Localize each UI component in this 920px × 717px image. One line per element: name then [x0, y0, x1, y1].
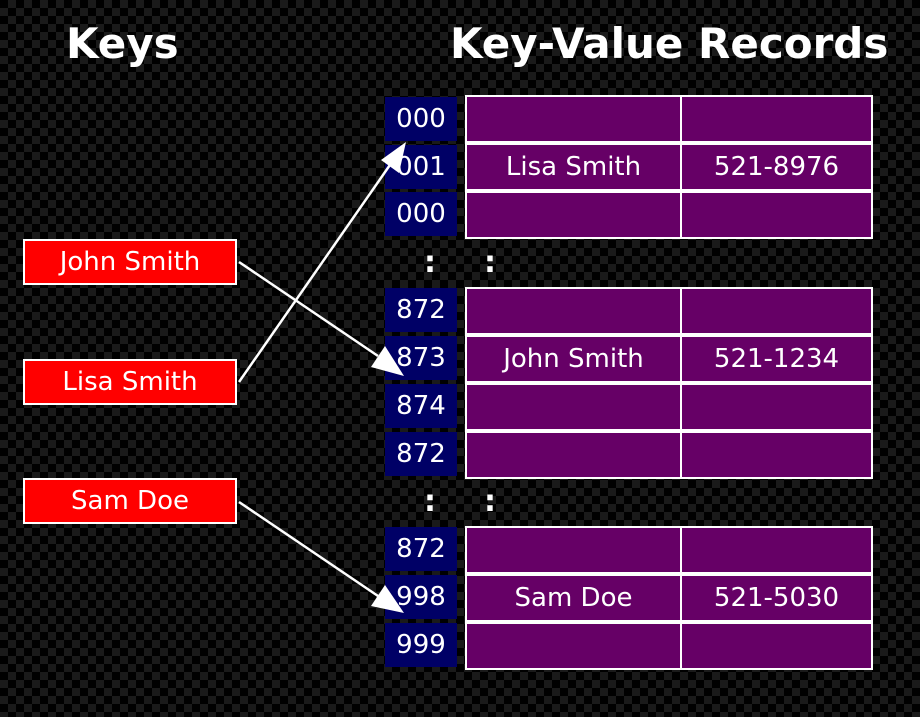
record-phone-cell: [680, 383, 873, 431]
records-heading: Key-Value Records: [450, 19, 889, 68]
record-name-cell: [465, 622, 682, 670]
bucket-index: 998: [385, 575, 457, 619]
record-ellipsis: :: [484, 245, 496, 280]
key-sam-doe: Sam Doe: [23, 478, 237, 524]
record-name-cell: [465, 431, 682, 479]
record-name-cell: [465, 526, 682, 574]
record-name-cell: John Smith: [465, 335, 682, 383]
record-phone-cell: [680, 95, 873, 143]
bucket-ellipsis: :: [424, 245, 436, 280]
record-ellipsis: :: [484, 484, 496, 519]
arrow-sam-doe: [238, 500, 379, 598]
bucket-index: 874: [385, 384, 457, 428]
arrow-john-smith: [238, 260, 379, 358]
bucket-index: 000: [385, 97, 457, 141]
record-name-cell: Sam Doe: [465, 574, 682, 622]
bucket-index: 872: [385, 527, 457, 571]
bucket-ellipsis: :: [424, 484, 436, 519]
record-phone-cell: [680, 287, 873, 335]
bucket-index: 872: [385, 432, 457, 476]
arrow-lisa-smith: [237, 161, 394, 383]
bucket-index: 872: [385, 288, 457, 332]
record-phone-cell: 521-8976: [680, 143, 873, 191]
bucket-index: 999: [385, 623, 457, 667]
record-name-cell: Lisa Smith: [465, 143, 682, 191]
record-phone-cell: [680, 191, 873, 239]
record-name-cell: [465, 95, 682, 143]
key-lisa-smith: Lisa Smith: [23, 359, 237, 405]
keys-heading: Keys: [66, 19, 179, 68]
record-name-cell: [465, 191, 682, 239]
bucket-index: 873: [385, 336, 457, 380]
record-phone-cell: [680, 431, 873, 479]
bucket-index: 000: [385, 192, 457, 236]
record-name-cell: [465, 383, 682, 431]
record-phone-cell: [680, 622, 873, 670]
record-phone-cell: [680, 526, 873, 574]
record-name-cell: [465, 287, 682, 335]
key-john-smith: John Smith: [23, 239, 237, 285]
bucket-index: 001: [385, 145, 457, 189]
record-phone-cell: 521-5030: [680, 574, 873, 622]
record-phone-cell: 521-1234: [680, 335, 873, 383]
